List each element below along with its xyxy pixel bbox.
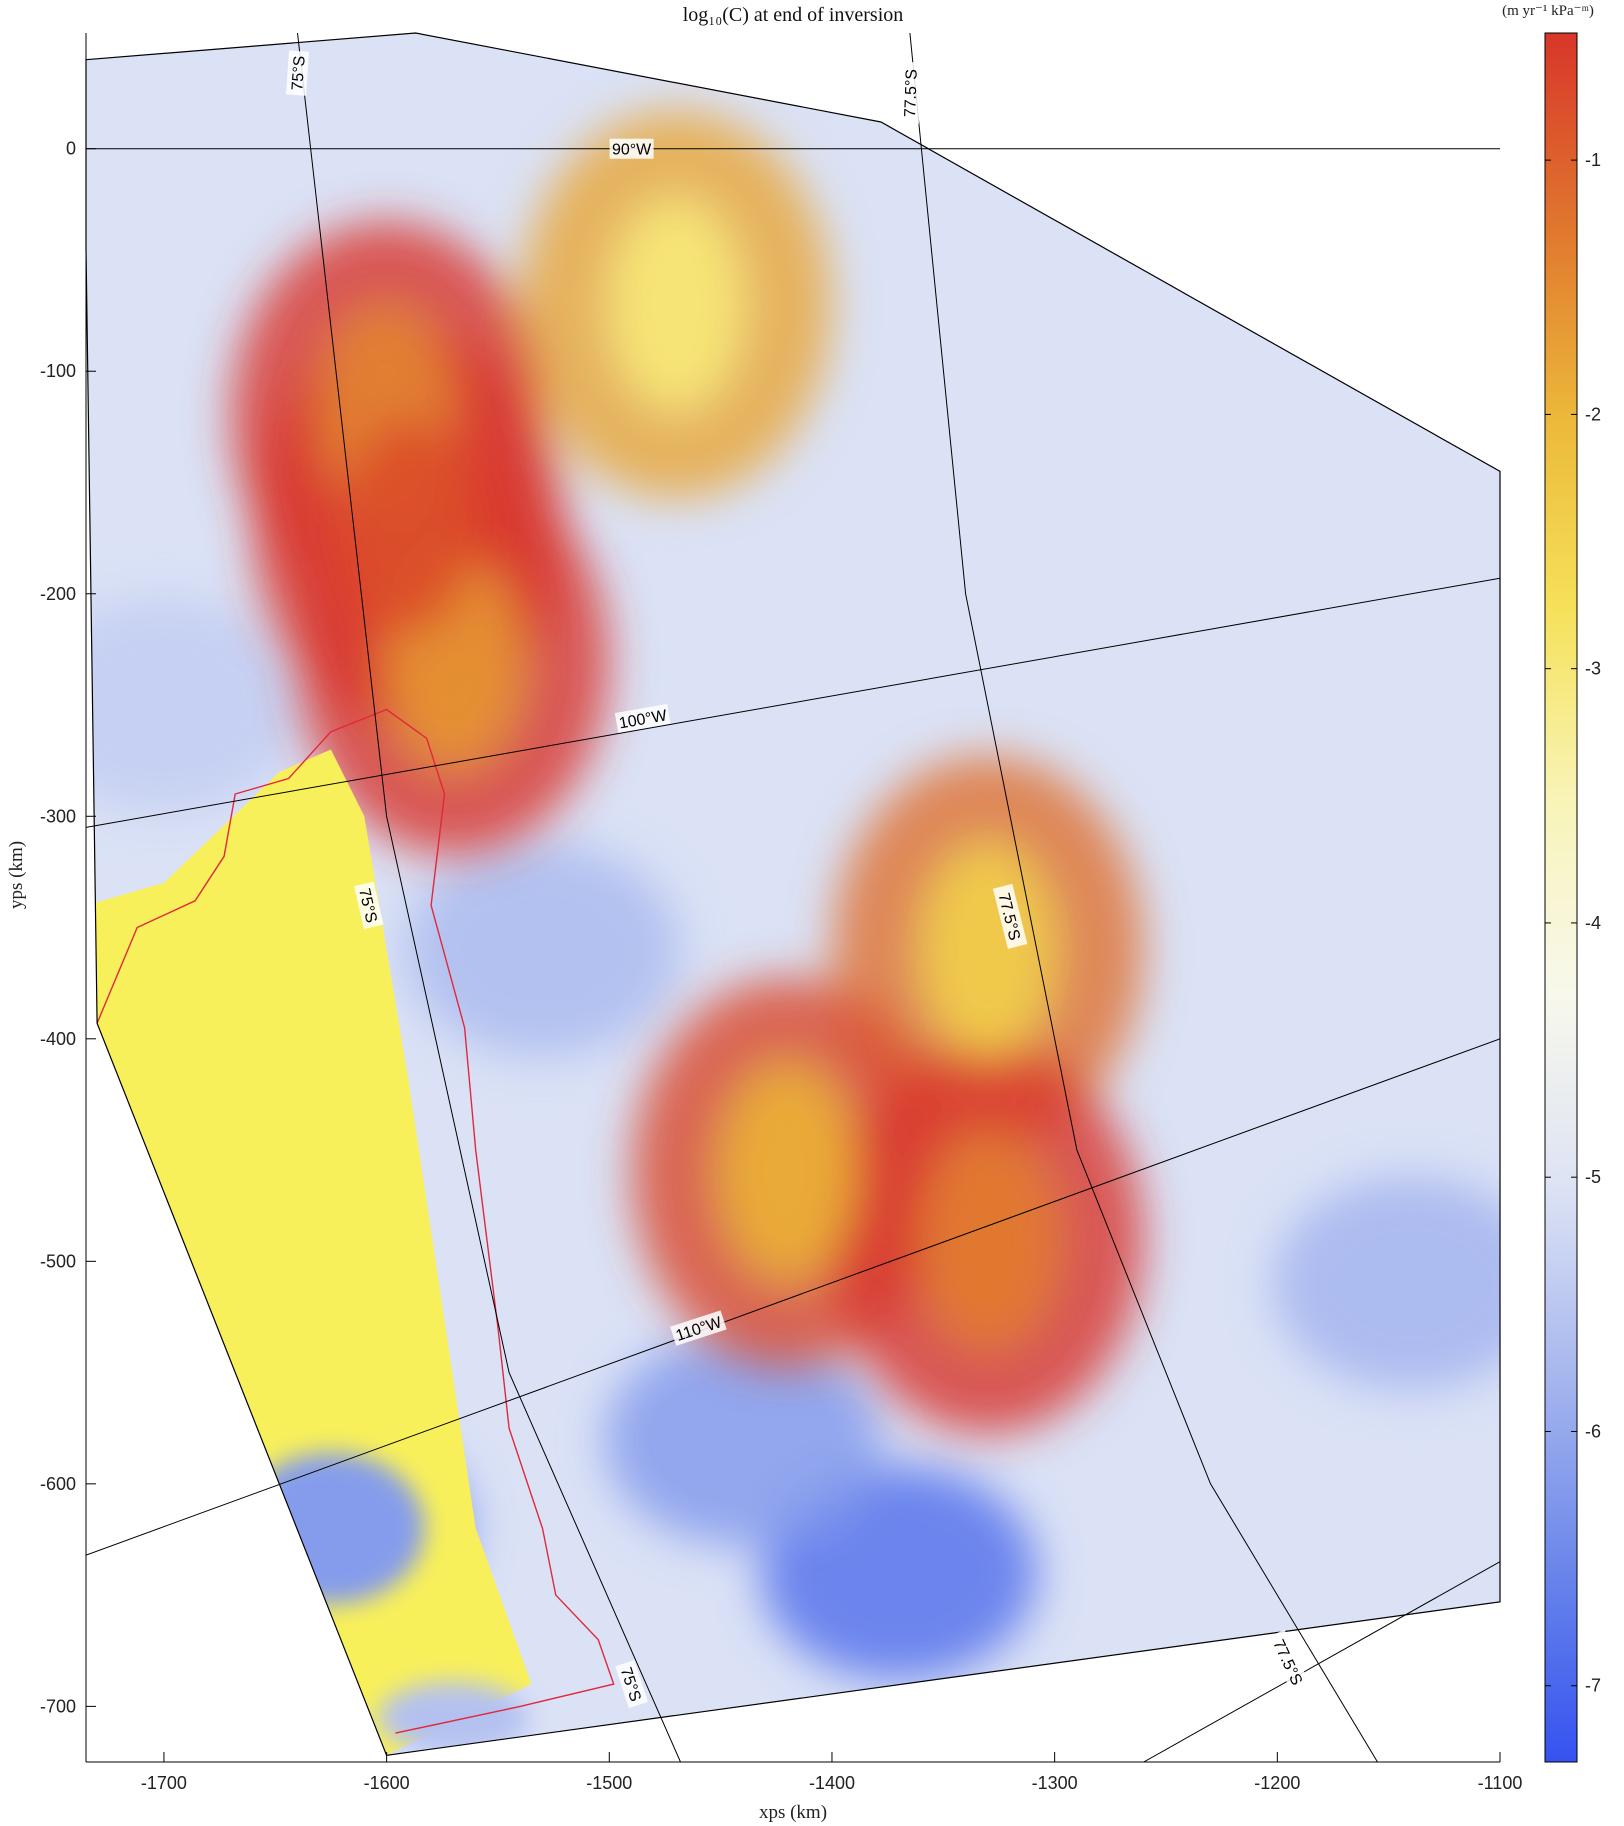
colorbar-tick-label-3: -4 — [1585, 913, 1601, 933]
hotspot-core-2 — [720, 1065, 855, 1280]
shelf-island — [237, 1452, 425, 1605]
graticule-label-3: 77.5°S — [898, 61, 921, 125]
x-tick-label-0: -1700 — [141, 1773, 187, 1793]
svg-text:90°W: 90°W — [612, 142, 652, 159]
axes: -1700 -1600 -1500 -1400 -1300 -1200 -1100 0 -10… — [40, 33, 1522, 1793]
graticule-label-0: 75°S — [285, 50, 310, 96]
colorbar-tick-label-4: -5 — [1585, 1167, 1601, 1187]
y-tick-label-6: -600 — [40, 1474, 76, 1494]
longitude-line-2 — [86, 1038, 1500, 1556]
hot-regions — [230, 109, 1144, 1434]
x-axis-label: xps (km) — [759, 1802, 827, 1823]
domain-outline — [85, 32, 1501, 1756]
colorbar-tick-label-5: -6 — [1585, 1421, 1601, 1441]
hotspot-core-1 — [921, 842, 1055, 1057]
cold-region-3 — [404, 842, 681, 1057]
cold-region-2 — [1272, 1176, 1500, 1391]
graticule-label-1: 75°S — [354, 881, 384, 929]
ice-shelf-region — [86, 749, 532, 1756]
y-tick-label-5: -500 — [40, 1251, 76, 1271]
colorbar-tick-label-0: -1 — [1585, 150, 1601, 170]
svg-text:77.5°S: 77.5°S — [902, 69, 921, 118]
cold-region-4 — [604, 1332, 881, 1547]
latitude-line-0 — [297, 33, 681, 1762]
x-tick-label-1: -1600 — [364, 1773, 410, 1793]
colorbar-tick-label-6: -7 — [1585, 1676, 1601, 1696]
shelf-island-south — [377, 1681, 530, 1754]
colorbar: -1 -2 -3 -4 -5 -6 -7 (m yr⁻¹ kPa⁻ᵐ) — [1502, 3, 1601, 1763]
y-tick-label-7: -700 — [40, 1696, 76, 1716]
y-tick-label-0: 0 — [66, 139, 76, 159]
y-axis-ticks: 0 -100 -200 -300 -400 -500 -600 -700 — [40, 139, 96, 1716]
svg-text:75°S: 75°S — [289, 55, 308, 91]
y-tick-label-3: -300 — [40, 806, 76, 826]
cold-region-5 — [86, 598, 302, 812]
x-tick-label-4: -1300 — [1032, 1773, 1078, 1793]
ice-shelf-contour — [96, 708, 615, 1734]
x-axis-ticks: -1700 -1600 -1500 -1400 -1300 -1200 -1100 — [141, 1752, 1522, 1793]
latitude-line-1 — [909, 33, 1378, 1762]
colorbar-tick-label-1: -2 — [1585, 404, 1601, 424]
x-tick-label-6: -1100 — [1478, 1773, 1523, 1793]
x-tick-label-2: -1500 — [586, 1773, 632, 1793]
hotspot-core-0 — [609, 197, 743, 412]
colorbar-ticks: -1 -2 -3 -4 -5 -6 -7 — [1545, 150, 1601, 1696]
longitude-line-1 — [86, 577, 1500, 828]
hotspot-core-6 — [342, 420, 476, 634]
graticule — [86, 33, 1500, 1762]
graticule-label-6: 90°W — [609, 138, 654, 159]
colorbar-label: (m yr⁻¹ kPa⁻ᵐ) — [1502, 3, 1594, 19]
y-tick-label-4: -400 — [40, 1029, 76, 1049]
x-tick-label-5: -1200 — [1254, 1773, 1300, 1793]
chart-title: log₁₀(C) at end of inversion — [683, 4, 904, 26]
longitude-line-3 — [1143, 1561, 1500, 1762]
x-tick-label-3: -1400 — [809, 1773, 855, 1793]
y-axis-label: yps (km) — [6, 841, 27, 909]
heatmap-layer — [85, 32, 1501, 1756]
colorbar-tick-label-2: -3 — [1585, 659, 1601, 679]
y-tick-label-2: -200 — [40, 584, 76, 604]
y-tick-label-1: -100 — [40, 361, 76, 381]
colorbar-bar — [1544, 32, 1578, 1763]
hotspot-core-5 — [921, 1132, 1055, 1346]
